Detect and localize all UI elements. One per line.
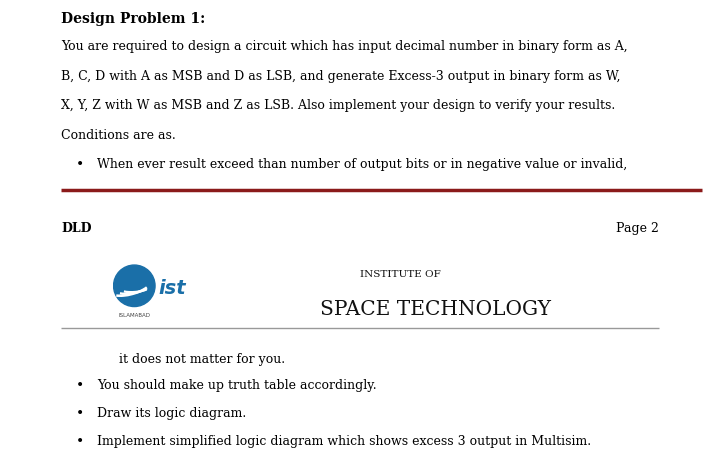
Text: Implement simplified logic diagram which shows excess 3 output in Multisim.: Implement simplified logic diagram which…: [97, 434, 591, 447]
Text: ISLAMABAD: ISLAMABAD: [118, 313, 150, 318]
Text: You should make up truth table accordingly.: You should make up truth table according…: [97, 378, 377, 391]
Text: •: •: [76, 406, 84, 420]
Text: •: •: [76, 434, 84, 448]
Text: X, Y, Z with W as MSB and Z as LSB. Also implement your design to verify your re: X, Y, Z with W as MSB and Z as LSB. Also…: [61, 99, 616, 112]
Text: Draw its logic diagram.: Draw its logic diagram.: [97, 406, 246, 419]
Text: INSTITUTE OF: INSTITUTE OF: [360, 269, 441, 278]
Text: Page 2: Page 2: [616, 221, 659, 234]
Text: When ever result exceed than number of output bits or in negative value or inval: When ever result exceed than number of o…: [97, 158, 627, 171]
Text: it does not matter for you.: it does not matter for you.: [119, 352, 285, 365]
Text: Design Problem 1:: Design Problem 1:: [61, 12, 205, 26]
Text: ist: ist: [159, 278, 186, 297]
Text: •: •: [76, 158, 84, 172]
Text: SPACE TECHNOLOGY: SPACE TECHNOLOGY: [320, 299, 552, 318]
Circle shape: [114, 266, 155, 307]
Text: B, C, D with A as MSB and D as LSB, and generate Excess-3 output in binary form : B, C, D with A as MSB and D as LSB, and …: [61, 69, 621, 83]
Text: Conditions are as.: Conditions are as.: [61, 129, 176, 142]
Text: DLD: DLD: [61, 221, 91, 234]
Text: You are required to design a circuit which has input decimal number in binary fo: You are required to design a circuit whi…: [61, 40, 628, 53]
FancyBboxPatch shape: [0, 0, 720, 257]
Text: •: •: [76, 378, 84, 391]
